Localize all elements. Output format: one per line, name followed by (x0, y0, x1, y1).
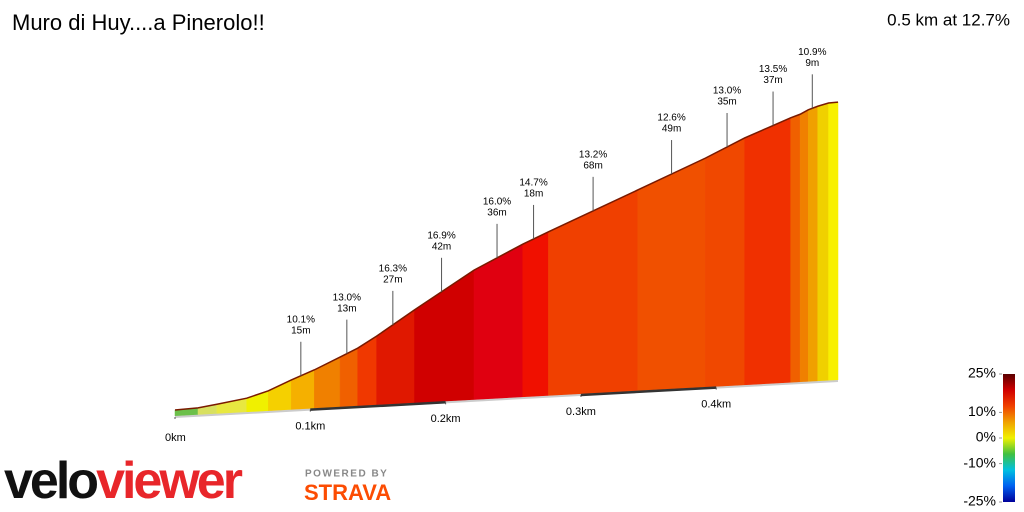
scale-tick-label: 10% (968, 403, 996, 419)
gradient-slice (637, 157, 706, 392)
annotation-length: 42m (432, 241, 451, 252)
color-scale (1003, 374, 1015, 502)
gradient-slice (790, 113, 801, 383)
annotation-grade: 13.0% (333, 292, 361, 303)
annotation-length: 49m (662, 124, 681, 135)
gradient-slice (339, 347, 358, 408)
x-tick-label: 0km (165, 432, 186, 444)
summary: 0.5 km at 12.7% (887, 10, 1010, 29)
gradient-slice (799, 109, 809, 383)
gradient-slice (705, 137, 745, 388)
brand-velo: velo (4, 452, 97, 510)
annotation-length: 15m (291, 325, 310, 336)
annotation-length: 27m (383, 275, 402, 286)
scale-tick-label: 25% (968, 365, 996, 381)
annotation-length: 35m (717, 97, 736, 108)
annotation-grade: 16.0% (483, 197, 511, 208)
annotation-length: 68m (583, 160, 602, 171)
annotation-grade: 13.5% (759, 64, 787, 75)
x-tick-label: 0.4km (701, 399, 731, 411)
gradient-slice (807, 105, 818, 382)
gradient-slice (522, 231, 549, 398)
gradient-slice (376, 309, 415, 406)
gradient-slice (314, 356, 341, 409)
annotation-grade: 13.0% (713, 86, 741, 97)
gradient-slice (817, 102, 829, 382)
scale-tick-label: -25% (963, 493, 996, 509)
annotation-grade: 13.2% (579, 149, 607, 160)
annotation-grade: 16.3% (379, 264, 407, 275)
brand-viewer: viewer (96, 452, 243, 510)
annotation-length: 18m (524, 189, 543, 200)
annotation-length: 37m (763, 75, 782, 86)
gradient-slice (473, 243, 523, 401)
gradient-slice (828, 101, 839, 381)
annotation-length: 9m (805, 58, 819, 69)
annotation-grade: 16.9% (427, 230, 455, 241)
strava-logo: STRAVA (304, 480, 391, 505)
profile-line (174, 101, 839, 411)
annotation-grade: 10.1% (287, 314, 315, 325)
gradient-slice (744, 117, 791, 386)
annotation-grade: 10.9% (798, 47, 826, 58)
x-tick-label: 0.3km (566, 406, 596, 418)
scale-tick-label: 0% (976, 429, 996, 445)
annotation-length: 13m (337, 303, 356, 314)
axis-band (310, 401, 446, 411)
brand-logo: veloviewer (4, 452, 243, 510)
baseline (174, 380, 839, 418)
gradient-slice (548, 189, 638, 396)
powered-by: POWERED BY (305, 469, 388, 480)
scale-tick-label: -10% (963, 454, 996, 470)
annotation-grade: 12.6% (657, 113, 685, 124)
gradient-slice (291, 369, 315, 410)
axis-band (580, 386, 717, 397)
annotation-length: 36m (487, 208, 506, 219)
x-tick-label: 0.2km (431, 413, 461, 425)
annotation-grade: 14.7% (519, 178, 547, 189)
chart-title: Muro di Huy....a Pinerolo!! (12, 10, 265, 35)
x-tick-label: 0.1km (295, 421, 325, 433)
